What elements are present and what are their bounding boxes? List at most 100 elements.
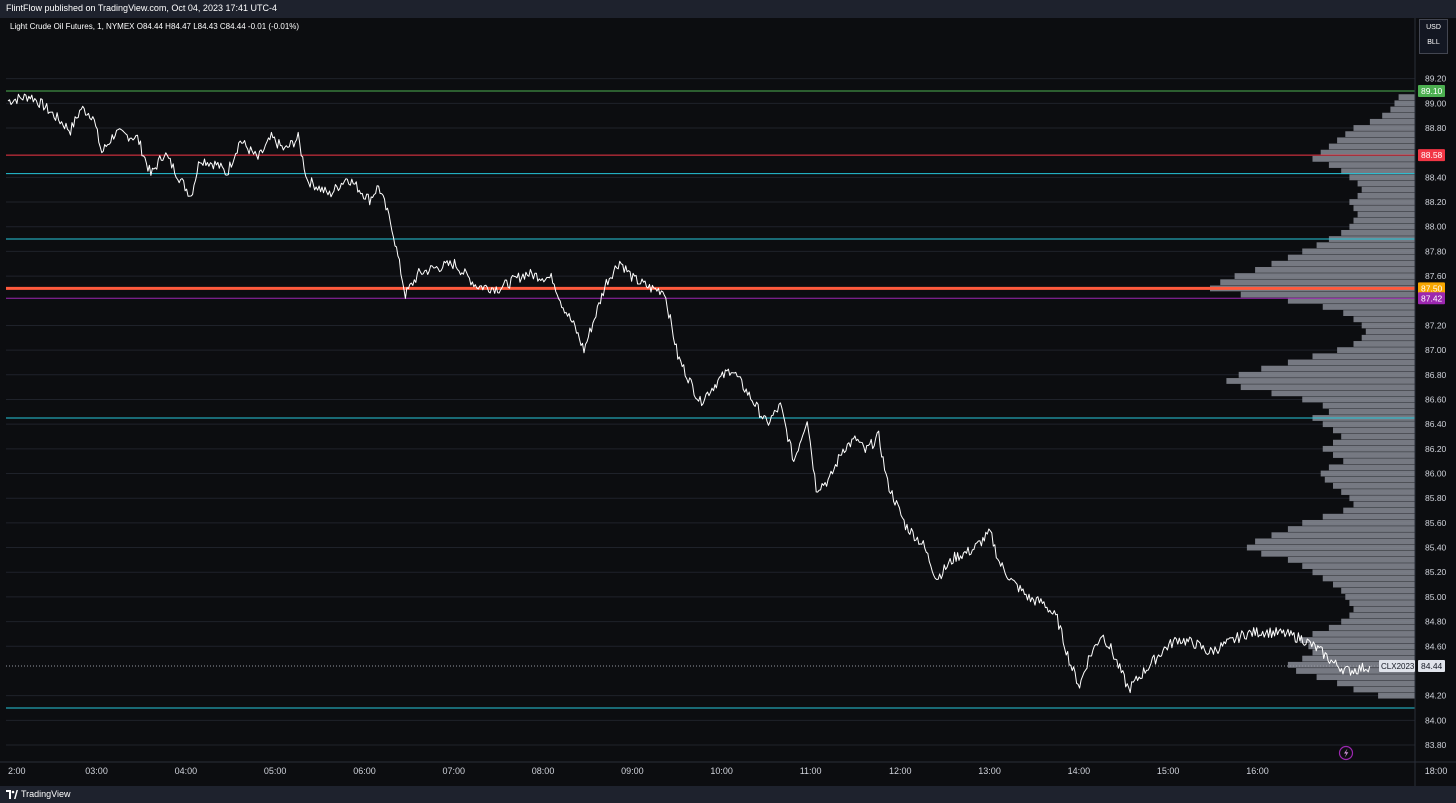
volume-profile-bar [1271,390,1415,397]
volume-profile-bar [1302,396,1415,403]
unit-label: BLL [1427,39,1440,46]
y-tick-label: 87.20 [1425,320,1447,330]
volume-profile-bar [1255,267,1415,273]
volume-profile-bar [1353,316,1415,323]
volume-profile-bar [1357,192,1415,199]
price-chart[interactable]: 89.20 89.00 88.80 88.40 88.20 88.00 87.80 87.60… [0,18,1456,786]
y-tick-label: 84.20 [1425,691,1447,701]
volume-profile-bar [1261,550,1415,557]
volume-profile-bar [1349,612,1415,619]
volume-profile-bar [1361,334,1415,341]
y-tick-label: 83.80 [1425,740,1447,750]
volume-profile-bar [1308,643,1415,650]
symbol-tag-label: CLX2023 [1381,662,1415,671]
tradingview-logo-icon [6,790,18,799]
volume-profile-bar [1302,563,1415,569]
last-price-tag-label: 84.44 [1421,661,1443,671]
y-tick-label: 86.60 [1425,394,1447,404]
y-tick-label: 88.40 [1425,172,1447,182]
volume-profile-bar [1341,229,1415,236]
x-tick-label: 2:00 [8,766,26,776]
chart-area[interactable]: 89.20 89.00 88.80 88.40 88.20 88.00 87.80 87.60… [0,18,1456,786]
symbol-tag [1379,660,1415,673]
price-levels [6,90,1415,709]
volume-profile-bar [1312,631,1415,637]
publisher-bar: FlintFlow published on TradingView.com, … [0,0,1456,18]
volume-profile-bar [1287,254,1415,261]
y-tick-label: 85.20 [1425,567,1447,577]
price-level-tag [1418,84,1445,97]
volume-profile-bar [1357,180,1415,187]
volume-profile-bar [1322,445,1415,452]
volume-profile-bar [1343,310,1415,316]
x-tick-label: 18:00 [1425,766,1448,776]
price-level-tag-label: 89.10 [1421,86,1443,96]
x-tick-label: 11:00 [800,766,822,776]
price-line [7,93,1371,694]
volume-profile-bar [1255,538,1415,545]
volume-profile-bar [1328,162,1415,168]
y-tick-label: 89.00 [1425,98,1447,108]
volume-profile-bar [1337,347,1415,354]
x-tick-label: 03:00 [85,766,108,776]
volume-profile-bar [1312,353,1415,360]
volume-profile-bar [1353,606,1415,613]
volume-profile-bar [1322,421,1415,428]
x-tick-label: 14:00 [1068,766,1091,776]
volume-profile-bar [1337,680,1415,687]
volume-profile-bar [1328,464,1415,471]
y-tick-label: 87.60 [1425,271,1447,281]
price-level-tag-label: 87.42 [1421,293,1443,303]
volume-profile-bar [1320,470,1415,477]
volume-profile-bar [1287,526,1415,532]
volume-profile-bar [1369,118,1415,125]
grid-layer [6,78,1415,746]
price-level-tag [1418,149,1445,162]
y-tick-label: 89.20 [1425,74,1447,84]
volume-profile-bar [1333,581,1415,588]
volume-profile-bar [1390,106,1415,113]
volume-profile-bar [1353,686,1415,693]
lightning-icon-bolt [1344,748,1349,758]
volume-profile-bar [1287,661,1415,668]
lightning-icon [1338,745,1354,761]
x-tick-label: 04:00 [175,766,198,776]
volume-profile-bar [1349,495,1415,502]
volume-profile-bar [1343,458,1415,465]
volume-profile-bar [1316,674,1415,681]
volume-profile-bar [1322,304,1415,310]
volume-profile-bar [1353,501,1415,508]
volume-profile-bar [1353,125,1415,131]
currency-label: USD [1426,24,1441,31]
volume-profile-bar [1349,174,1415,181]
volume-profile-bar [1333,439,1415,446]
volume-profile-bar [1226,378,1415,384]
volume-profile-bar [1349,223,1415,230]
y-tick-label: 85.00 [1425,592,1447,602]
last-price-tag [1418,660,1445,673]
x-tick-label: 08:00 [532,766,555,776]
volume-profile-bar [1394,100,1415,107]
y-tick-label: 86.20 [1425,444,1447,454]
volume-profile-bar [1302,655,1415,662]
y-tick-label: 87.00 [1425,345,1447,355]
x-tick-label: 13:00 [978,766,1001,776]
currency-unit-box[interactable]: USD BLL [1419,19,1448,54]
price-series [7,93,1371,694]
price-level-tag [1418,282,1445,295]
y-tick-label: 88.80 [1425,123,1447,133]
volume-profile-bar [1324,476,1415,483]
volume-profile-bar [1312,569,1415,576]
volume-profile-bar [1271,260,1415,267]
volume-profile-bar [1365,328,1415,335]
footer-bar: TradingView [0,786,1456,803]
volume-profile-bar [1349,199,1415,205]
volume-profile-bar [1271,532,1415,539]
y-tick-label: 86.40 [1425,419,1447,429]
volume-profile-bar [1302,519,1415,526]
axes: 89.20 89.00 88.80 88.40 88.20 88.00 87.80 87.60… [0,18,1456,786]
volume-profile-bar [1312,155,1415,162]
volume-profile-bar [1300,637,1415,644]
volume-profile-bar [1312,649,1415,656]
volume-profile-bar [1333,452,1415,458]
